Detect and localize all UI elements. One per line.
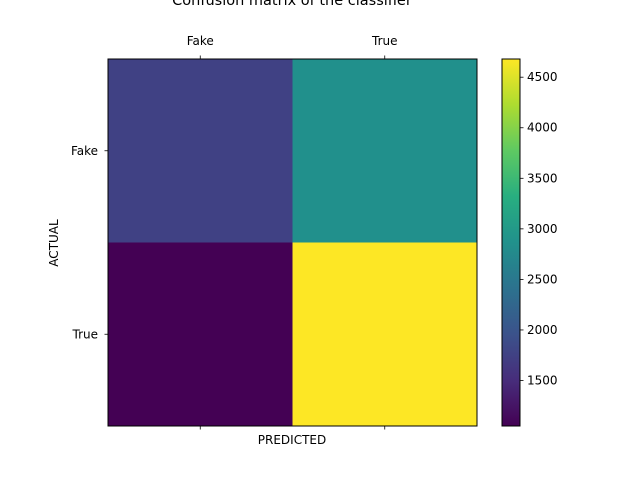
chart-title: Confusion matrix of the classifier <box>172 0 412 9</box>
colorbar-tick-label: 2500 <box>527 272 558 286</box>
colorbar-tick-label: 3000 <box>527 222 558 236</box>
x-axis-label: PREDICTED <box>258 433 326 447</box>
colorbar-tick-label: 4000 <box>527 121 558 135</box>
heatmap-cells <box>108 59 478 427</box>
colorbar-tick-label: 4500 <box>527 70 558 84</box>
y-ticks: Fake True <box>71 144 108 341</box>
heatmap-cell <box>108 59 293 243</box>
x-tick-label: Fake <box>187 34 214 48</box>
colorbar-tick-label: 3500 <box>527 171 558 185</box>
plot-frame <box>107 58 478 427</box>
colorbar-tick-label: 2000 <box>527 323 558 337</box>
x-tick-label: True <box>371 34 398 48</box>
y-tick-label: True <box>72 327 99 341</box>
colorbar <box>501 58 521 427</box>
y-axis-label: ACTUAL <box>47 219 61 267</box>
heatmap-cell <box>108 242 293 427</box>
x-ticks: Fake True <box>187 34 398 430</box>
colorbar-ticks: 1500 2000 2500 3000 3500 4000 4500 <box>520 70 558 388</box>
heatmap-cell <box>292 59 478 243</box>
colorbar-tick-label: 1500 <box>527 374 558 388</box>
heatmap-cell <box>292 242 478 427</box>
y-tick-label: Fake <box>71 144 98 158</box>
